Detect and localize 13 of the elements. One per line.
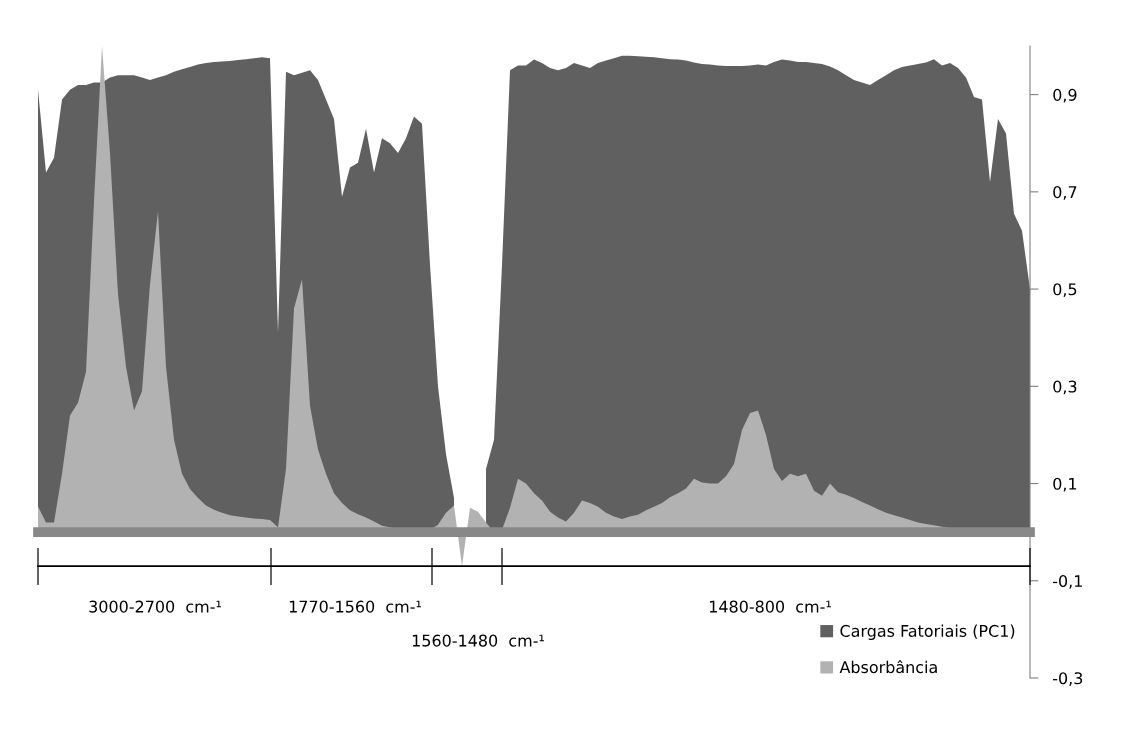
- y-tick-label: 0,3: [1053, 380, 1077, 395]
- y-tick-label: 0,5: [1053, 283, 1077, 297]
- y-tick-label: 0,7: [1053, 186, 1077, 200]
- legend-label: Cargas Fatoriais (PC1): [840, 624, 1015, 641]
- y-tick-label: -0,1: [1053, 574, 1082, 589]
- legend-label: Absorbância: [839, 660, 937, 674]
- y-tick-label: -0,3: [1053, 672, 1083, 686]
- y-tick-label: 0,9: [1053, 88, 1077, 103]
- y-tick-label: 0,1: [1053, 477, 1077, 492]
- annotation: 1560-1480 cm-¹: [412, 634, 544, 647]
- annotation: 3000-2700 cm-¹: [89, 600, 221, 613]
- annotation: 1480-800 cm-¹: [709, 600, 831, 613]
- annotation: 1770-1560 cm-¹: [289, 600, 421, 613]
